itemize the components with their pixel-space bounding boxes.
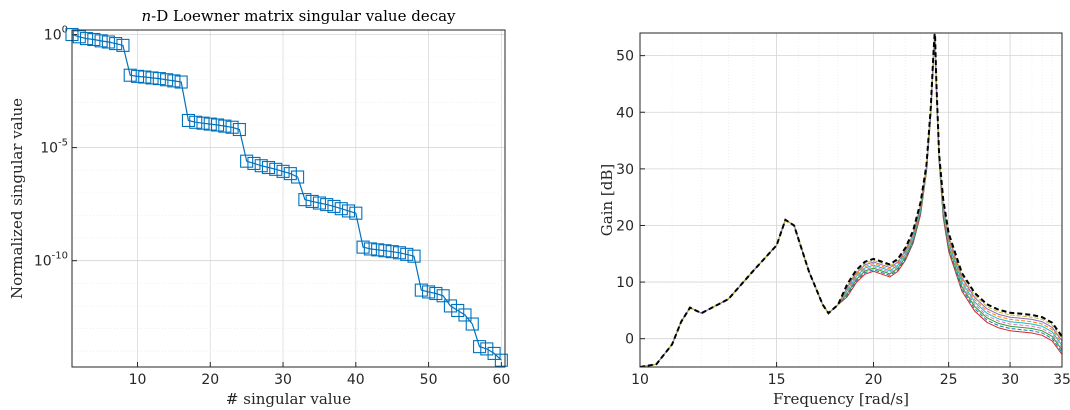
left-x-tick-label: 50 <box>420 372 438 388</box>
right-y-tick-label: 30 <box>616 162 634 178</box>
left-data-marker <box>363 242 377 256</box>
left-data-marker <box>334 202 348 216</box>
left-data-marker <box>240 154 254 168</box>
left-data-marker <box>422 285 436 299</box>
left-title-rest: -D Loewner matrix singular value decay <box>151 7 456 25</box>
left-data-marker <box>356 240 370 254</box>
right-y-tick-label: 10 <box>616 275 634 291</box>
left-chart-loewner-decay: 10 20 30 40 50 60 100​ 10-5​ 10-10​ n-D Loewner… <box>8 7 510 408</box>
left-y-tick-label: 100​ <box>44 25 68 44</box>
right-x-tick-label: 15 <box>768 372 786 388</box>
left-x-tick-label: 10 <box>129 372 147 388</box>
left-data-marker <box>225 120 239 134</box>
left-title-italic: n <box>141 7 151 25</box>
left-data-marker <box>414 283 428 297</box>
left-data-marker <box>451 303 465 318</box>
left-data-marker <box>123 68 137 82</box>
left-y-ticks: 100​ 10-5​ 10-10​ <box>34 25 77 270</box>
left-data-marker <box>80 32 94 46</box>
left-data-marker <box>305 194 319 208</box>
left-data-marker <box>472 340 487 354</box>
left-data-marker <box>269 162 283 176</box>
left-data-marker <box>203 117 217 131</box>
left-data-marker <box>392 246 407 260</box>
left-data-marker <box>298 193 312 207</box>
right-axes-box <box>639 32 1063 368</box>
left-chart-title: n-D Loewner matrix singular value decay <box>141 7 456 25</box>
left-data-marker <box>312 196 326 210</box>
left-data-marker <box>487 346 501 360</box>
left-x-tick-label: 30 <box>274 372 292 388</box>
left-data-marker <box>276 164 290 178</box>
right-series-curves <box>640 33 1062 367</box>
left-data-marker <box>465 317 479 331</box>
left-data-marker <box>494 353 508 367</box>
right-chart-gain: 10 15 20 25 30 35 0 10 20 30 40 50 Frequency [rad/… <box>598 32 1070 408</box>
left-data-marker <box>210 118 225 132</box>
right-y-tick-label: 20 <box>616 218 634 234</box>
left-data-marker <box>87 32 101 47</box>
left-data-marker <box>407 249 421 263</box>
left-x-tick-label: 20 <box>201 372 219 388</box>
left-data-marker <box>436 289 450 303</box>
left-data-marker <box>160 73 174 87</box>
left-data-marker <box>371 243 385 257</box>
right-y-tick-label: 50 <box>616 49 634 65</box>
left-x-tick-label: 60 <box>492 372 510 388</box>
left-plot-area <box>72 30 505 367</box>
left-data-marker <box>480 342 494 356</box>
left-data-marker <box>283 167 297 181</box>
left-data-marker <box>291 170 305 184</box>
left-y-tick-label: 10-5​ <box>40 138 68 157</box>
left-data-marker <box>130 69 145 83</box>
left-data-marker <box>94 34 108 48</box>
left-data-marker <box>443 299 457 313</box>
left-data-marker <box>327 199 341 213</box>
left-data-marker <box>341 204 356 218</box>
right-x-tick-label: 25 <box>940 372 958 388</box>
right-y-tick-label: 40 <box>616 105 634 121</box>
left-series-markers <box>65 27 508 367</box>
right-y-axis-label: Gain [dB] <box>598 164 616 236</box>
left-data-marker <box>167 74 181 88</box>
left-data-marker <box>116 38 130 52</box>
left-data-marker <box>261 160 276 175</box>
right-y-ticks: 0 10 20 30 40 50 <box>616 49 645 348</box>
left-data-marker <box>320 198 334 212</box>
left-y-axis-label: Normalized singular value <box>8 98 26 299</box>
left-data-marker <box>247 156 261 170</box>
right-series-line <box>640 33 1062 367</box>
left-data-marker <box>181 113 195 128</box>
left-data-marker <box>109 37 123 51</box>
left-x-ticks: 10 20 30 40 50 60 <box>129 362 510 388</box>
left-x-tick-label: 40 <box>347 372 365 388</box>
right-x-tick-label: 20 <box>865 372 883 388</box>
left-data-marker <box>218 119 232 133</box>
left-data-marker <box>196 116 210 130</box>
right-x-tick-label: 30 <box>1001 372 1019 388</box>
left-data-marker <box>189 115 203 129</box>
left-y-tick-label: 10-10​ <box>34 251 68 270</box>
left-data-marker <box>138 70 152 84</box>
left-data-marker <box>458 308 472 322</box>
left-data-marker <box>400 247 414 261</box>
left-data-marker <box>72 30 86 44</box>
left-data-marker <box>429 286 443 301</box>
left-x-axis-label: # singular value <box>226 390 351 408</box>
left-data-marker <box>174 75 188 89</box>
left-data-marker <box>254 159 268 173</box>
right-x-tick-label: 35 <box>1053 372 1070 388</box>
right-x-tick-label: 10 <box>631 372 649 388</box>
left-data-marker <box>378 244 392 258</box>
right-y-tick-label: 0 <box>625 332 634 348</box>
left-data-marker <box>385 245 399 259</box>
left-data-marker <box>152 72 166 86</box>
left-data-marker <box>349 206 363 220</box>
left-data-marker <box>101 35 115 49</box>
right-x-axis-label: Frequency [rad/s] <box>773 390 909 408</box>
left-data-marker <box>145 71 159 85</box>
left-axes-box <box>71 29 506 368</box>
left-data-marker <box>232 122 246 137</box>
